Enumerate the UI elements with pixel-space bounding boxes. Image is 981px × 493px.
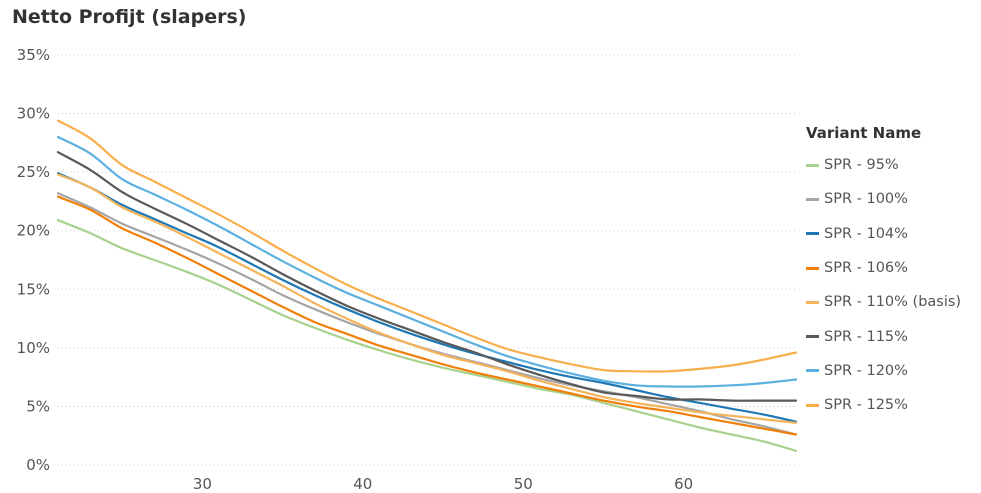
x-tick-label: 50 <box>514 475 533 493</box>
legend-item[interactable]: SPR - 100% <box>806 182 961 216</box>
y-tick-label: 25% <box>17 163 50 181</box>
legend-swatch <box>806 369 819 373</box>
series-line-2 <box>56 192 798 436</box>
legend-label: SPR - 100% <box>824 191 908 208</box>
legend-label: SPR - 115% <box>824 328 908 345</box>
x-tick-label: 60 <box>674 475 693 493</box>
y-tick-label: 0% <box>26 456 50 474</box>
legend-label: SPR - 106% <box>824 260 908 277</box>
series-line-7 <box>56 135 798 388</box>
y-tick-label: 10% <box>17 339 50 357</box>
legend-swatch <box>806 403 819 407</box>
series-line-8 <box>56 119 798 373</box>
legend-item[interactable]: SPR - 125% <box>806 388 961 422</box>
x-tick-label: 40 <box>353 475 372 493</box>
legend-label: SPR - 95% <box>824 157 899 174</box>
legend-swatch <box>806 163 819 167</box>
legend-swatch <box>806 232 819 236</box>
y-tick-label: 35% <box>17 46 50 64</box>
legend-label: SPR - 120% <box>824 362 908 379</box>
legend-title: Variant Name <box>806 124 922 142</box>
y-tick-label: 20% <box>17 222 50 240</box>
y-tick-label: 15% <box>17 280 50 298</box>
series-line-6 <box>56 151 798 402</box>
legend-swatch <box>806 300 819 304</box>
legend-label: SPR - 110% (basis) <box>824 294 962 311</box>
legend-swatch <box>806 266 819 270</box>
legend-swatch <box>806 197 819 201</box>
y-tick-label: 5% <box>26 397 50 415</box>
series-line-1 <box>56 219 798 452</box>
series-line-4 <box>56 195 798 436</box>
x-tick-label: 30 <box>193 475 212 493</box>
legend-label: SPR - 125% <box>824 397 908 414</box>
legend-label: SPR - 104% <box>824 225 908 242</box>
legend: Variant Name SPR - 95% SPR - 100% SPR - 10… <box>806 124 961 422</box>
legend-item[interactable]: SPR - 110% (basis) <box>806 285 961 319</box>
y-tick-label: 30% <box>17 105 50 123</box>
legend-items: SPR - 95% SPR - 100% SPR - 104% SPR - 106% S… <box>806 148 961 422</box>
legend-item[interactable]: SPR - 104% <box>806 217 961 251</box>
legend-item[interactable]: SPR - 95% <box>806 148 961 182</box>
series-line-5 <box>56 173 798 424</box>
legend-item[interactable]: SPR - 115% <box>806 319 961 353</box>
legend-swatch <box>806 335 819 339</box>
series-line-3 <box>56 172 798 423</box>
legend-item[interactable]: SPR - 106% <box>806 251 961 285</box>
chart-title: Netto Profijt (slapers) <box>12 6 247 28</box>
legend-item[interactable]: SPR - 120% <box>806 354 961 388</box>
